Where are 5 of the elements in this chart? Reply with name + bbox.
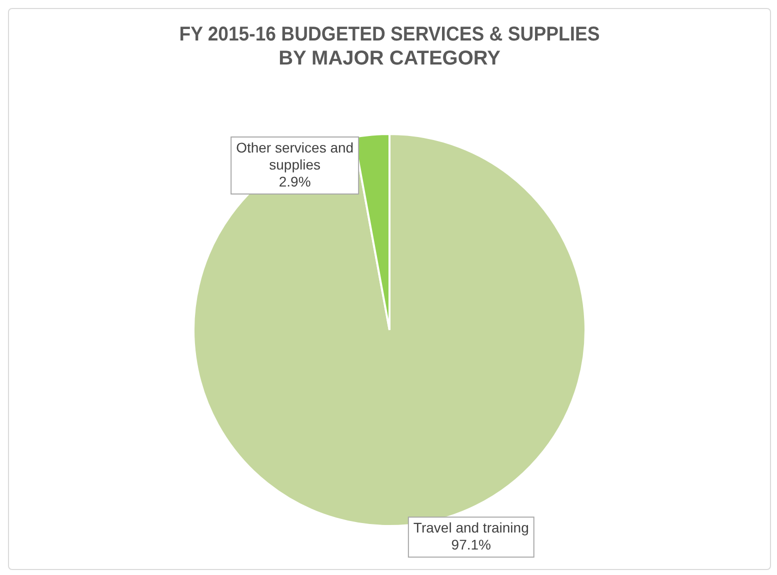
data-label: 2.9% [278, 173, 311, 190]
chart-title: FY 2015-16 BUDGETED SERVICES & SUPPLIES BY MAJOR CATEGORY [179, 24, 600, 70]
slice-label: Travel and training [413, 519, 529, 536]
slice-label: Other services and supplies [236, 139, 354, 172]
data-label: 97.1% [451, 536, 491, 552]
